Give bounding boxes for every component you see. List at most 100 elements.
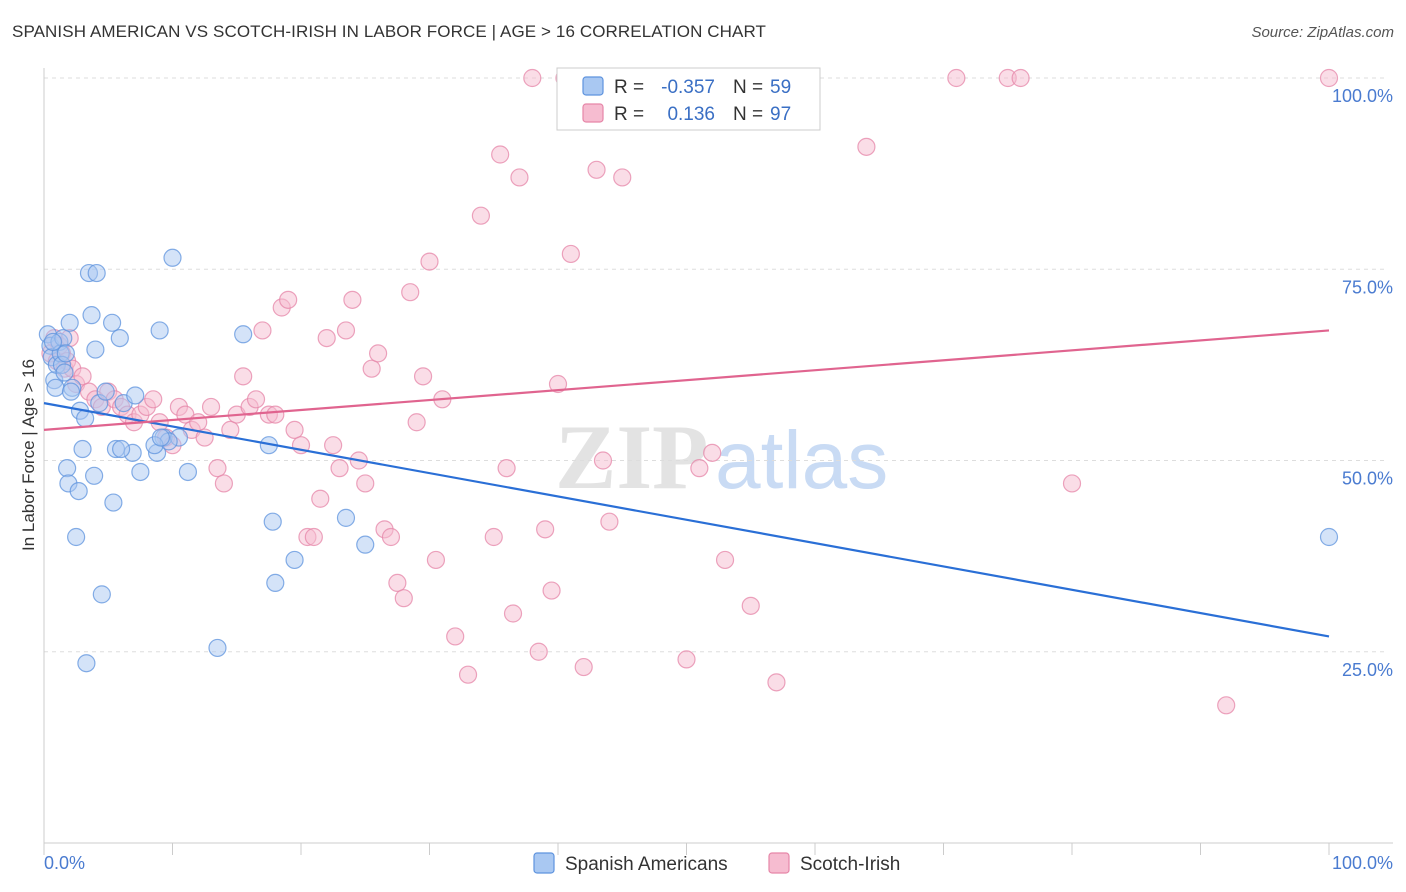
point-spanish-americans-47 [285,550,304,570]
point-scotch-irish-68 [458,665,478,684]
point-scotch-irish-99 [1217,696,1236,715]
point-spanish-americans-37 [150,321,169,340]
point-scotch-irish-98 [1062,474,1082,493]
point-scotch-irish-30 [201,397,221,417]
point-spanish-americans-55 [43,332,63,352]
point-scotch-irish-55 [362,359,381,378]
point-scotch-irish-10 [73,367,92,386]
point-scotch-irish-38 [253,321,272,340]
y-tick-label-50: 50.0% [1342,469,1393,489]
point-scotch-irish-43 [285,420,304,439]
point-scotch-irish-73 [503,604,523,623]
source-label: Source: ZipAtlas.com [1251,24,1394,41]
point-scotch-irish-62 [407,413,426,432]
point-spanish-americans-4 [46,378,65,397]
point-scotch-irish-47 [311,489,330,508]
point-spanish-americans-49 [356,535,375,554]
point-spanish-americans-41 [178,462,198,482]
legend-swatch-pink [582,103,604,123]
bottom-legend-swatch-blue [533,852,555,874]
point-scotch-irish-60 [394,589,413,608]
point-scotch-irish-89 [690,459,709,478]
y-tick-label-100: 100.0% [1332,86,1393,106]
legend-r-value-2: 0.136 [667,104,715,125]
point-spanish-americans-24 [86,340,105,359]
point-spanish-americans-51 [87,263,106,283]
point-spanish-americans-46 [266,573,285,593]
point-scotch-irish-46 [304,527,323,547]
point-spanish-americans-29 [104,493,123,512]
point-scotch-irish-76 [529,642,548,661]
point-scotch-irish-35 [234,367,253,386]
point-spanish-americans-20 [77,654,96,673]
point-spanish-americans-13 [60,313,79,332]
bottom-legend-swatch-pink [768,852,790,874]
point-scotch-irish-65 [426,550,446,570]
point-scotch-irish-94 [857,137,876,156]
point-spanish-americans-15 [67,527,86,547]
point-spanish-americans-39 [163,248,182,267]
point-scotch-irish-52 [343,290,362,309]
point-scotch-irish-42 [279,290,298,309]
point-spanish-americans-56 [111,439,131,459]
point-scotch-irish-92 [741,596,760,615]
point-scotch-irish-81 [561,244,580,264]
x-tick-label-max: 100.0% [1332,853,1393,873]
point-spanish-americans-43 [234,325,253,344]
grid-layer [44,77,1384,653]
point-scotch-irish-85 [600,512,619,531]
point-spanish-americans-16 [69,482,88,501]
trend-line-spanish-americans [43,402,1330,638]
point-scotch-irish-88 [677,650,696,669]
point-scotch-irish-70 [484,527,503,547]
point-spanish-americans-31 [110,329,129,348]
point-scotch-irish-67 [446,627,465,646]
points-layer [38,68,1339,715]
point-scotch-irish-33 [221,420,240,439]
y-tick-label-25: 25.0% [1342,660,1393,680]
y-tick-labels: 25.0% 50.0% 75.0% 100.0% [1332,86,1393,680]
trend-layer [43,329,1330,638]
point-spanish-americans-18 [73,439,92,459]
point-spanish-americans-42 [208,638,227,658]
point-scotch-irish-78 [542,581,561,600]
point-spanish-americans-28 [103,313,122,332]
point-scotch-irish-90 [703,443,722,462]
point-spanish-americans-54 [56,344,75,363]
point-scotch-irish-84 [593,451,613,470]
point-scotch-irish-31 [208,459,227,478]
legend-r-label-1: R = [614,77,644,98]
legend-r-label-2: R = [614,104,644,125]
point-spanish-americans-45 [263,512,282,531]
point-spanish-americans-22 [82,306,101,325]
legend-n-value-2: 97 [770,104,791,125]
point-scotch-irish-54 [356,474,375,493]
point-scotch-irish-51 [336,321,356,340]
point-scotch-irish-56 [369,344,388,363]
point-scotch-irish-63 [413,367,433,386]
bottom-legend-label-scotch-irish: Scotch-Irish [800,854,900,875]
point-scotch-irish-48 [317,329,336,348]
point-spanish-americans-11 [58,459,77,478]
point-scotch-irish-50 [330,459,349,478]
point-scotch-irish-58 [381,527,401,547]
point-scotch-irish-79 [548,374,568,394]
point-spanish-americans-26 [92,585,111,604]
point-spanish-americans-23 [85,466,104,485]
legend-n-value-1: 59 [770,77,791,98]
legend-n-label-1: N = [733,77,763,98]
point-scotch-irish-21 [144,390,163,409]
correlation-legend: R = -0.357 N = 59 R = 0.136 N = 97 [556,67,821,131]
legend-swatch-blue [582,76,604,96]
point-scotch-irish-69 [471,206,490,225]
series-legend: Spanish Americans Scotch-Irish [533,852,900,875]
trend-line-scotch-irish [43,329,1330,431]
point-scotch-irish-32 [214,474,233,493]
point-spanish-americans-57 [151,428,171,447]
point-scotch-irish-28 [189,413,208,432]
point-spanish-americans-50 [61,382,81,401]
point-scotch-irish-40 [266,405,285,424]
y-tick-label-75: 75.0% [1342,277,1393,297]
point-scotch-irish-49 [324,436,343,455]
